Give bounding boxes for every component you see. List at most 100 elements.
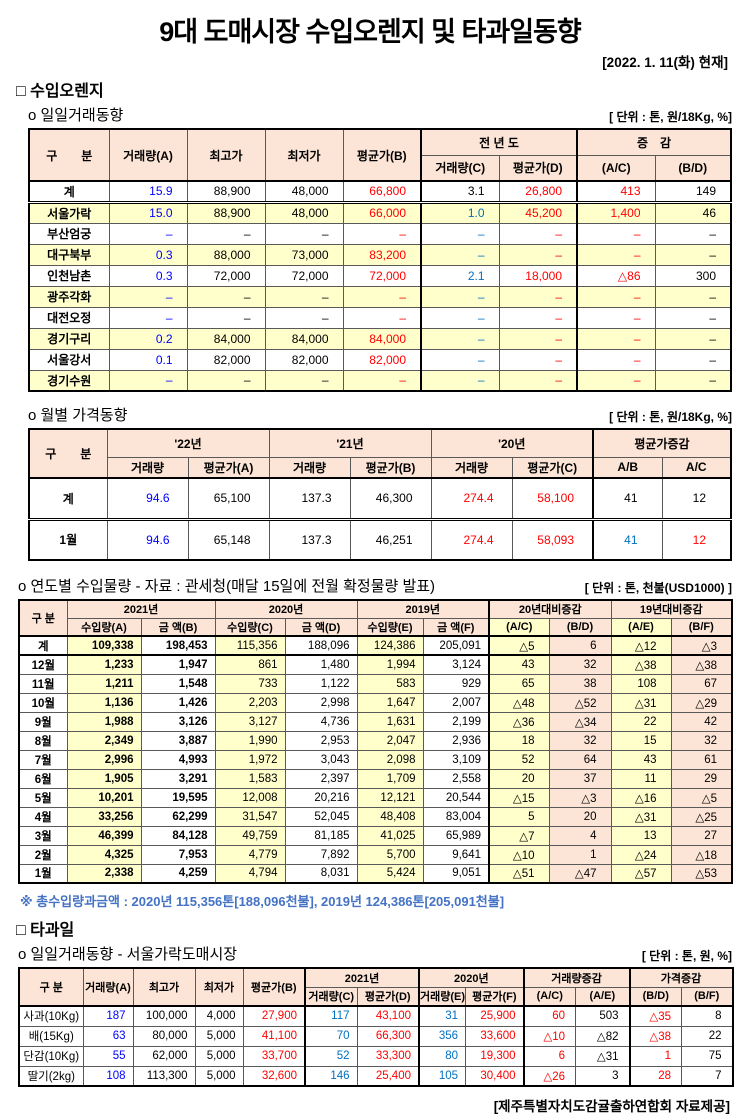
cell: 113,300 (132, 1065, 196, 1087)
table-row: 4월 33,256 62,299 31,547 52,045 48,408 83,004 5 2… (18, 806, 733, 827)
cell: 33,700 (242, 1045, 306, 1067)
cell: 105 (418, 1065, 467, 1087)
cell: 3,124 (422, 654, 490, 675)
cell: 0.1 (108, 348, 188, 371)
row-label: 딸기(2kg) (18, 1065, 84, 1087)
cell: – (576, 327, 656, 350)
column-header: 거래량 (430, 456, 513, 479)
cell: △34 (548, 711, 612, 732)
column-header: 최저가 (194, 967, 244, 1007)
section-imported-orange-heading: □ 수입오렌지 (16, 83, 104, 100)
cell: 100,000 (132, 1005, 196, 1027)
cell: 413 (576, 180, 656, 203)
cell: – (498, 327, 578, 350)
cell: 52 (304, 1045, 358, 1067)
column-header: A/C (661, 456, 732, 479)
table-row: 1월 2,338 4,259 4,794 8,031 5,424 9,051 △51 △47 △5… (18, 863, 733, 884)
cell: – (420, 243, 500, 266)
cell: 46,300 (349, 477, 432, 520)
cell: 1,233 (66, 654, 142, 675)
cell: △38 (670, 654, 733, 675)
cell: – (498, 348, 578, 371)
cell: 1,426 (140, 692, 216, 713)
table-row: 5월 10,201 19,595 12,008 20,216 12,121 20,544 △1… (18, 787, 733, 808)
cell: 4,000 (194, 1005, 244, 1027)
cell: 300 (654, 264, 732, 287)
table-row: 배(15Kg) 63 80,000 5,000 41,100 70 66,300 356 33,… (18, 1025, 734, 1047)
cell: – (576, 243, 656, 266)
cell: 0.3 (108, 264, 188, 287)
cell: △12 (610, 635, 672, 656)
table-row: 부산엄궁 – – – – – – – – (28, 222, 732, 245)
cell: 146 (304, 1065, 358, 1087)
cell: 63 (82, 1025, 134, 1047)
cell: – (264, 222, 344, 245)
table-row: 계 94.6 65,100 137.3 46,300 274.4 58,100 41 12 (28, 477, 732, 520)
cell: 1,211 (66, 673, 142, 694)
cell: 58,093 (511, 518, 594, 561)
column-header: 증 감 (576, 128, 732, 156)
column-header: 평균가(F) (465, 986, 525, 1007)
cell: 32,600 (242, 1065, 306, 1087)
table-row: 12월 1,233 1,947 861 1,480 1,994 3,124 43 32 △38 △3… (18, 654, 733, 675)
row-label: 부산엄궁 (28, 222, 110, 245)
column-header: (B/D) (654, 154, 732, 182)
cell: 929 (422, 673, 490, 694)
column-header: 구 분 (18, 599, 68, 637)
cell: △51 (488, 863, 550, 884)
yearly-import-subheader: o 연도별 수입물량 - 자료 : 관세청(매달 15일에 전월 확정물량 발표… (18, 575, 732, 596)
other-fruit-daily-label: o 일일거래동향 - 서울가락도매시장 (18, 946, 238, 963)
report-date: [2022. 1. 11(화) 현재] (602, 55, 728, 70)
row-label: 7월 (18, 749, 68, 770)
cell: 356 (418, 1025, 467, 1047)
cell: 84,128 (140, 825, 216, 846)
column-header: 최고가 (186, 128, 266, 182)
cell: 88,900 (186, 201, 266, 224)
column-header: 구 분 (28, 128, 110, 182)
cell: 72,000 (186, 264, 266, 287)
cell: – (420, 306, 500, 329)
column-header: 2021년 (66, 599, 216, 619)
cell: 1 (548, 844, 612, 865)
cell: △36 (488, 711, 550, 732)
cell: 1,988 (66, 711, 142, 732)
cell: 88,900 (186, 180, 266, 203)
cell: 137.3 (268, 518, 351, 561)
cell: 4,993 (140, 749, 216, 770)
cell: 66,000 (342, 201, 422, 224)
cell: 32 (670, 730, 733, 751)
cell: – (264, 306, 344, 329)
column-header: 거래량(C) (420, 154, 500, 182)
cell: △29 (670, 692, 733, 713)
cell: – (654, 222, 732, 245)
other-fruit-daily-subheader: o 일일거래동향 - 서울가락도매시장 [ 단위 : 톤, 원, %] (18, 943, 732, 964)
cell: 5,700 (356, 844, 424, 865)
cell: – (186, 222, 266, 245)
cell: △15 (488, 787, 550, 808)
cell: 108 (82, 1065, 134, 1087)
cell: – (108, 369, 188, 392)
cell: – (264, 285, 344, 308)
cell: △3 (548, 787, 612, 808)
cell: 26,800 (498, 180, 578, 203)
table-row: 8월 2,349 3,887 1,990 2,953 2,047 2,936 18 32 15 32 (18, 730, 733, 751)
cell: 52 (488, 749, 550, 770)
cell: 583 (356, 673, 424, 694)
cell: △38 (628, 1025, 683, 1047)
cell: 15.0 (108, 201, 188, 224)
cell: 4,736 (284, 711, 358, 732)
row-label: 경기수원 (28, 369, 110, 392)
column-header: (A/C) (576, 154, 656, 182)
cell: 274.4 (430, 518, 513, 561)
cell: 65,100 (187, 477, 270, 520)
cell: 64 (548, 749, 612, 770)
cell: 65 (488, 673, 550, 694)
cell: △31 (610, 806, 672, 827)
table-row: 2월 4,325 7,953 4,779 7,892 5,700 9,641 △10 1 △24 △… (18, 844, 733, 865)
cell: 1,480 (284, 654, 358, 675)
cell: 20 (548, 806, 612, 827)
cell: – (498, 369, 578, 392)
cell: – (654, 243, 732, 266)
cell: 1,905 (66, 768, 142, 789)
cell: 43,100 (356, 1005, 420, 1027)
